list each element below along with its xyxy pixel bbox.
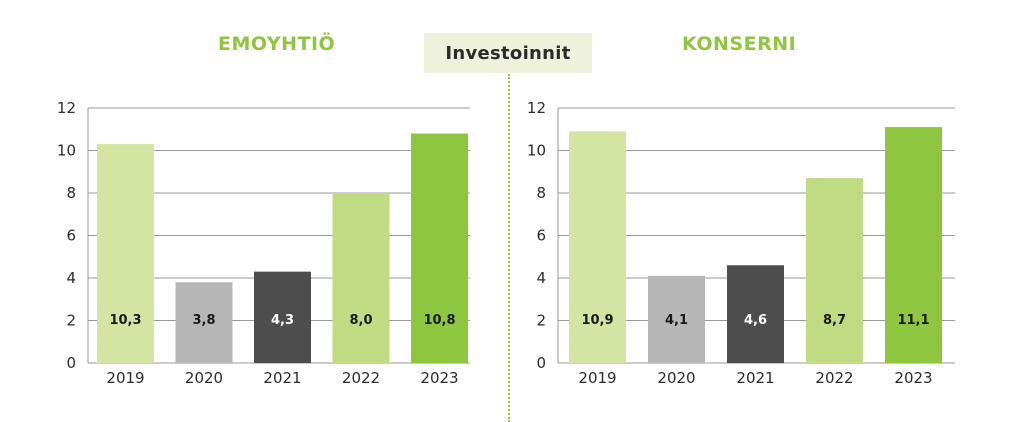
chart-konserni: 0 2 4 6 8 10 12 10,9 2019 4,1 2020 4,6 2021 8,7 2022 11… [527,99,955,387]
y-tick-label: 2 [536,312,546,330]
data-label-2022: 8,0 [349,313,372,328]
y-tick-label: 8 [66,184,76,202]
y-tick-label: 0 [66,354,76,372]
data-label-2021: 4,6 [744,313,767,328]
center-label: Investoinnit [424,33,592,73]
x-tick-label-2021: 2021 [263,369,301,387]
x-tick-label-2023: 2023 [420,369,458,387]
chart-emoyhtio: 0 2 4 6 8 10 12 10,3 2019 3,8 2020 4,3 2021 8,0 2022 10… [57,99,470,387]
y-tick-label: 6 [66,227,76,245]
bar-2021 [254,271,311,363]
data-label-2021: 4,3 [271,313,294,328]
x-tick-label-2021: 2021 [736,369,774,387]
y-tick-label: 4 [536,269,546,287]
data-label-2019: 10,9 [581,313,613,328]
y-tick-label: 0 [536,354,546,372]
x-tick-label-2022: 2022 [815,369,853,387]
bar-2019 [569,131,626,363]
panel-divider [508,74,510,422]
data-label-2020: 4,1 [665,313,688,328]
x-tick-label-2020: 2020 [657,369,695,387]
panel-title-konserni: KONSERNI [682,33,797,55]
bar-2021 [727,265,784,363]
y-tick-label: 8 [536,184,546,202]
y-tick-label: 12 [57,99,76,117]
y-tick-label: 2 [66,312,76,330]
data-label-2019: 10,3 [109,313,141,328]
y-tick-label: 12 [527,99,546,117]
bar-2020 [648,275,705,363]
y-tick-label: 6 [536,227,546,245]
data-label-2022: 8,7 [823,313,846,328]
bar-2020 [175,282,233,363]
data-label-2023: 10,8 [423,313,455,328]
panel-title-emoyhtio: EMOYHTIÖ [218,33,336,55]
bar-2023 [411,133,468,363]
bar-2022 [332,193,390,363]
bar-2023 [885,127,942,363]
y-tick-label: 10 [57,142,76,160]
bar-2022 [806,178,863,363]
y-tick-label: 4 [66,269,76,287]
x-tick-label-2022: 2022 [342,369,380,387]
x-tick-label-2019: 2019 [578,369,616,387]
data-label-2023: 11,1 [897,313,929,328]
x-tick-label-2019: 2019 [106,369,144,387]
x-tick-label-2020: 2020 [185,369,223,387]
bar-2019 [97,144,154,363]
data-label-2020: 3,8 [192,313,215,328]
y-tick-label: 10 [527,142,546,160]
x-tick-label-2023: 2023 [894,369,932,387]
